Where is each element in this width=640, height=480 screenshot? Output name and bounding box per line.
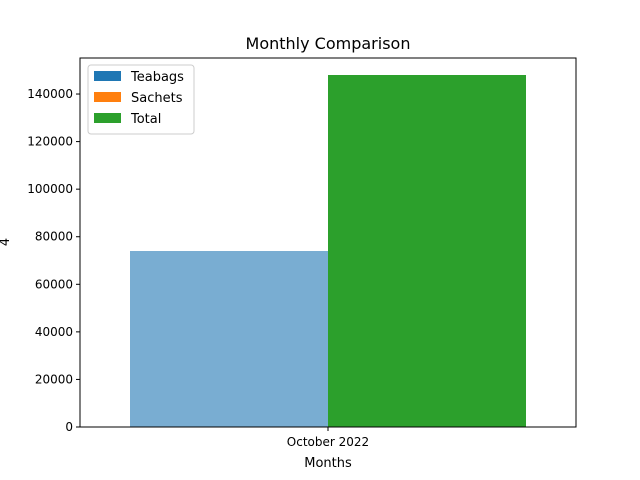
y-tick-label: 60000: [35, 277, 73, 291]
legend-swatch-total: [94, 113, 121, 123]
legend-label-sachets: Sachets: [131, 91, 183, 106]
legend-label-teabags: Teabags: [130, 70, 184, 85]
y-tick-label: 100000: [27, 182, 73, 196]
y-tick-label: 0: [65, 420, 73, 434]
y-tick-label: 140000: [27, 87, 73, 101]
bar-teabags-0: [130, 251, 328, 427]
legend-swatch-teabags: [94, 71, 121, 81]
y-tick-label: 80000: [35, 230, 73, 244]
y-axis-label: 4: [0, 238, 13, 246]
y-tick-label: 20000: [35, 372, 73, 386]
y-tick-label: 120000: [27, 135, 73, 149]
chart-title: Monthly Comparison: [246, 34, 411, 53]
y-axis-ticks: 0 20000 40000 60000 80000 100000 120000 140000: [27, 87, 80, 434]
legend-label-total: Total: [130, 112, 161, 127]
x-axis-ticks: October 2022: [287, 427, 369, 449]
bar-total-0: [328, 75, 526, 427]
x-axis-label: Months: [304, 456, 352, 471]
x-tick-label: October 2022: [287, 435, 369, 449]
legend: Teabags Sachets Total: [87, 64, 195, 135]
legend-swatch-sachets: [94, 92, 121, 102]
bars-group: [130, 75, 526, 427]
y-tick-label: 40000: [35, 325, 73, 339]
